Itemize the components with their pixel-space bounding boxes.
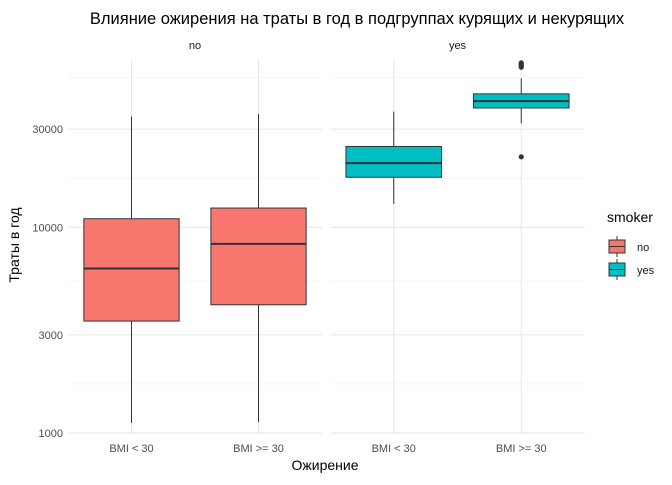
iqr-box xyxy=(345,145,443,178)
outlier-point xyxy=(518,60,524,66)
box-yes-2 xyxy=(472,60,570,160)
x-tick-label: BMI >= 30 xyxy=(496,443,547,455)
panel-yes: yes BMI < 30 BMI >= 30 xyxy=(330,40,585,455)
legend-title: smoker xyxy=(607,209,653,225)
legend-item-no: no xyxy=(608,236,649,257)
box-no-2 xyxy=(210,114,307,423)
box-yes-1 xyxy=(345,111,443,204)
y-tick-label: 1000 xyxy=(39,428,63,440)
facet-label-no: no xyxy=(189,40,201,52)
iqr-box xyxy=(83,218,180,322)
legend-label: yes xyxy=(637,265,655,277)
box-no-1 xyxy=(83,116,180,423)
outlier-point xyxy=(518,154,524,160)
y-tick-label: 10000 xyxy=(32,222,63,234)
panel-no: no BMI < 30 BMI >= 30 xyxy=(68,40,322,455)
x-tick-label: BMI >= 30 xyxy=(233,443,284,455)
y-tick-label: 30000 xyxy=(32,124,63,136)
y-tick-label: 3000 xyxy=(39,330,63,342)
legend-item-yes: yes xyxy=(608,259,655,280)
legend-label: no xyxy=(637,242,649,254)
x-axis-label: Ожирение xyxy=(292,457,359,473)
facet-label-yes: yes xyxy=(449,40,467,52)
chart-title: Влияние ожирения на траты в год в подгру… xyxy=(90,10,625,28)
iqr-box xyxy=(210,207,307,306)
x-tick-label: BMI < 30 xyxy=(109,443,153,455)
y-axis-label: Траты в год xyxy=(6,207,22,282)
x-tick-label: BMI < 30 xyxy=(372,443,416,455)
